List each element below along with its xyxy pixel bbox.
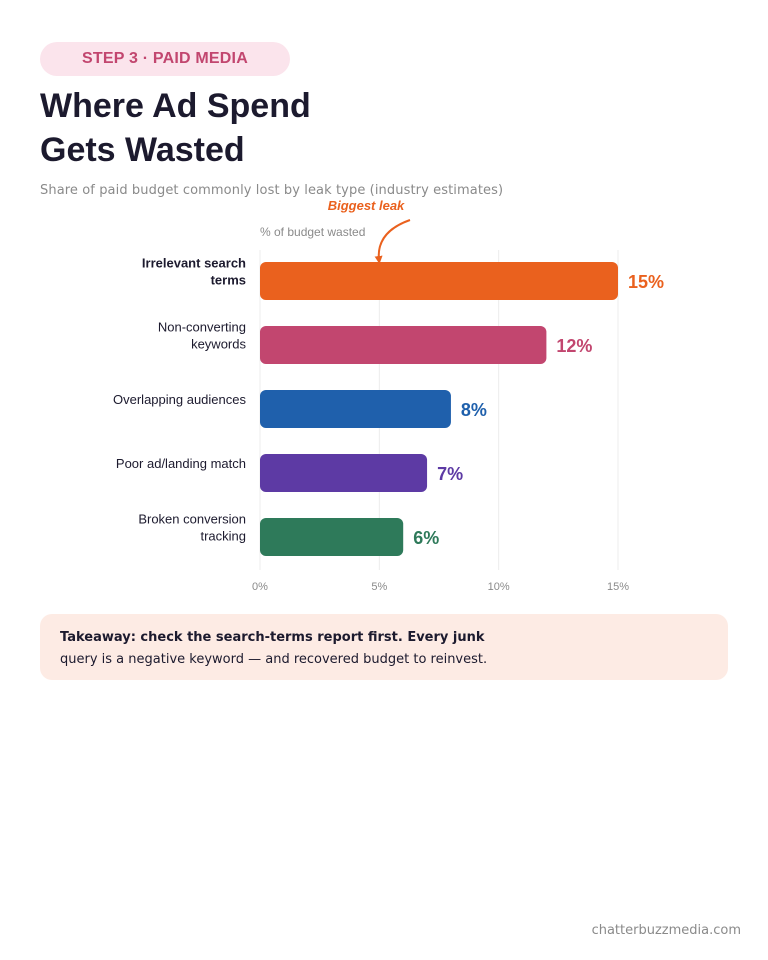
x-tick-label: 0% bbox=[252, 581, 268, 593]
category-label: Broken conversion tracking bbox=[138, 512, 246, 544]
takeaway-body: query is a negative keyword — and recove… bbox=[60, 652, 488, 667]
bar-chart: % of budget wasted 0% 5% 10% 15% Irrelevant s… bbox=[113, 198, 664, 593]
value-label: 15% bbox=[628, 272, 664, 292]
footer-url: chatterbuzzmedia.com bbox=[591, 923, 741, 938]
takeaway-callout: Takeaway: check the search-terms report … bbox=[40, 614, 728, 680]
step-badge: STEP 3 · PAID MEDIA bbox=[40, 42, 290, 76]
bar bbox=[260, 454, 428, 492]
bar bbox=[260, 518, 404, 556]
x-tick-label: 5% bbox=[371, 581, 387, 593]
annotation-label: Biggest leak bbox=[328, 198, 405, 213]
title-line-2: Gets Wasted bbox=[40, 131, 245, 169]
category-label: Non-converting keywords bbox=[158, 320, 247, 352]
page-title: Where Ad Spend Gets Wasted bbox=[40, 84, 311, 172]
value-label: 7% bbox=[437, 464, 463, 484]
x-tick-label: 15% bbox=[607, 581, 629, 593]
bar bbox=[260, 326, 547, 364]
annotation-arrow bbox=[374, 219, 411, 264]
takeaway-lead: Takeaway: check the search-terms report … bbox=[60, 630, 485, 645]
value-label: 12% bbox=[556, 336, 592, 356]
x-tick-label: 10% bbox=[488, 581, 510, 593]
category-label: Poor ad/landing match bbox=[116, 456, 246, 471]
axis-title: % of budget wasted bbox=[260, 225, 365, 239]
category-label: Irrelevant search terms bbox=[142, 256, 246, 288]
chart-subtitle: Share of paid budget commonly lost by le… bbox=[40, 183, 504, 198]
category-label: Overlapping audiences bbox=[113, 392, 246, 407]
bar bbox=[260, 390, 451, 428]
value-label: 6% bbox=[413, 528, 439, 548]
bar bbox=[260, 262, 618, 300]
value-label: 8% bbox=[461, 400, 487, 420]
title-line-1: Where Ad Spend bbox=[40, 87, 311, 125]
